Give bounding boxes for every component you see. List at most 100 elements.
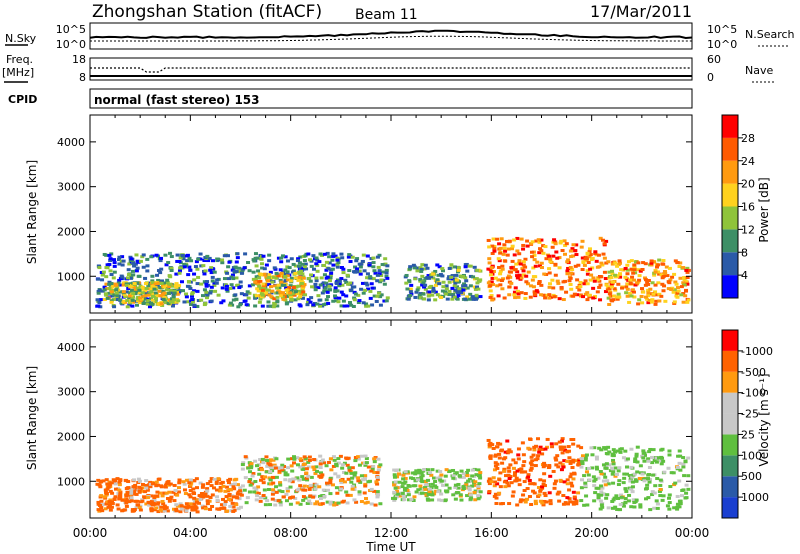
echo-cell <box>184 509 189 513</box>
echo-cell <box>151 292 156 296</box>
echo-cell <box>308 483 313 487</box>
colorbar-tick-label: 8 <box>741 246 748 259</box>
echo-cell <box>453 288 458 292</box>
echo-cell <box>218 488 223 492</box>
echo-cell <box>188 302 193 306</box>
echo-cell <box>340 283 345 287</box>
echo-cell <box>372 294 377 298</box>
echo-cell <box>279 260 284 264</box>
echo-cell <box>205 502 210 506</box>
echo-cell <box>242 488 247 492</box>
echo-cell <box>145 264 150 268</box>
echo-cell <box>500 267 505 271</box>
echo-cell <box>656 456 661 460</box>
echo-cell <box>301 276 306 280</box>
echo-cell <box>587 250 592 254</box>
echo-cell <box>336 501 341 505</box>
echo-cell <box>571 502 576 506</box>
echo-cell <box>438 478 443 482</box>
echo-cell <box>99 270 104 274</box>
echo-cell <box>553 242 558 246</box>
echo-cell <box>500 448 505 452</box>
echo-cell <box>332 458 337 462</box>
echo-cell <box>465 494 470 498</box>
echo-cell <box>455 297 460 301</box>
echo-cell <box>167 499 172 503</box>
echo-cell <box>194 486 199 490</box>
echo-cell <box>630 480 635 484</box>
echo-cell <box>177 259 182 263</box>
echo-cell <box>166 481 171 485</box>
echo-cell <box>117 494 122 498</box>
echo-cell <box>363 482 368 486</box>
echo-cell <box>105 296 110 300</box>
echo-cell <box>238 490 243 494</box>
echo-cell <box>328 500 333 504</box>
echo-cell <box>363 501 368 505</box>
echo-cell <box>601 463 606 467</box>
echo-cell <box>308 502 313 506</box>
echo-cell <box>317 298 322 302</box>
echo-cell <box>515 274 520 278</box>
echo-cell <box>141 301 146 305</box>
echo-cell <box>234 276 239 280</box>
echo-cell <box>345 493 350 497</box>
echo-cell <box>505 239 510 243</box>
echo-cell <box>316 294 321 298</box>
echo-cell <box>247 284 252 288</box>
echo-cell <box>298 457 303 461</box>
echo-cell <box>326 295 331 299</box>
echo-cell <box>232 487 237 491</box>
echo-cell <box>289 289 294 293</box>
echo-cell <box>250 283 255 287</box>
echo-cell <box>419 471 424 475</box>
echo-cell <box>99 494 104 498</box>
echo-cell <box>273 466 278 470</box>
echo-cell <box>294 285 299 289</box>
echo-cell <box>645 483 650 487</box>
echo-cell <box>631 271 636 275</box>
echo-cell <box>186 504 191 508</box>
echo-cell <box>635 470 640 474</box>
echo-cell <box>99 480 104 484</box>
echo-cell <box>160 303 165 307</box>
echo-cell <box>622 476 627 480</box>
echo-cell <box>537 251 542 255</box>
echo-cell <box>159 267 164 271</box>
echo-cell <box>434 489 439 493</box>
power-colorbar-label: Power [dB] <box>757 177 771 242</box>
velocity-ylabel: Slant Range [km] <box>25 366 39 470</box>
echo-cell <box>116 281 121 285</box>
echo-cell <box>221 497 226 501</box>
echo-cell <box>470 474 475 478</box>
echo-cell <box>371 277 376 281</box>
echo-cell <box>271 481 276 485</box>
echo-cell <box>297 275 302 279</box>
echo-cell <box>451 468 456 472</box>
echo-cell <box>425 468 430 472</box>
echo-cell <box>104 275 109 279</box>
echo-cell <box>555 454 560 458</box>
echo-cell <box>379 273 384 277</box>
echo-cell <box>585 282 590 286</box>
echo-cell <box>219 506 224 510</box>
echo-cell <box>149 255 154 259</box>
echo-cell <box>642 453 647 457</box>
echo-cell <box>284 302 289 306</box>
echo-cell <box>563 501 568 505</box>
echo-cell <box>531 453 536 457</box>
echo-cell <box>293 276 298 280</box>
echo-cell <box>179 504 184 508</box>
echo-cell <box>109 273 114 277</box>
echo-cell <box>366 287 371 291</box>
echo-cell <box>590 466 595 470</box>
echo-cell <box>488 456 493 460</box>
echo-cell <box>445 297 450 301</box>
echo-cell <box>258 478 263 482</box>
echo-cell <box>523 292 528 296</box>
echo-cell <box>384 268 389 272</box>
echo-cell <box>435 263 440 267</box>
echo-cell <box>324 260 329 264</box>
echo-cell <box>418 278 423 282</box>
echo-cell <box>108 269 113 273</box>
